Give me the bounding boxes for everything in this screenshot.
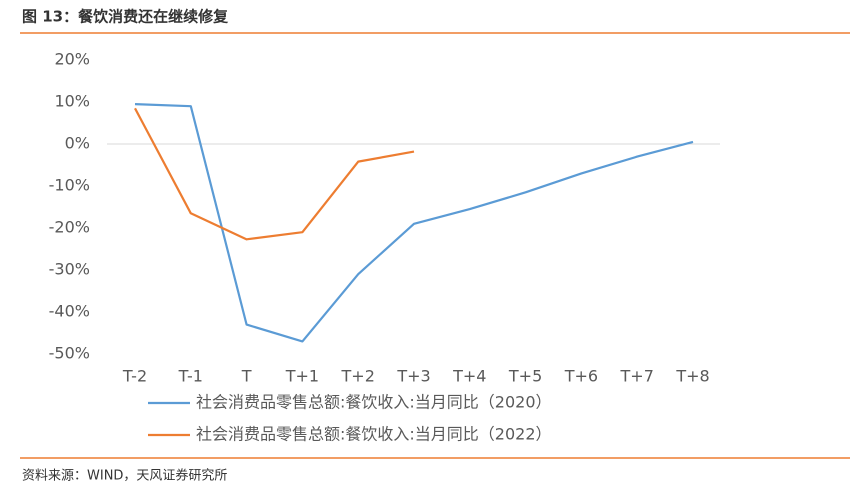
y-tick-label: 10%	[54, 92, 90, 111]
y-tick-label: -50%	[49, 344, 90, 363]
x-tick-label: T	[241, 367, 252, 386]
series-line	[134, 107, 415, 241]
x-tick-label: T+6	[564, 367, 598, 386]
chart-title: 图 13：餐饮消费还在继续修复	[22, 8, 229, 26]
y-tick-label: -40%	[49, 302, 90, 321]
y-tick-label: -20%	[49, 218, 90, 237]
source: 资料来源：WIND，天风证券研究所	[22, 468, 227, 484]
x-tick-label: T+3	[396, 367, 430, 386]
series-line	[134, 103, 694, 343]
y-tick-label: 0%	[65, 134, 90, 153]
x-tick-label: T+2	[341, 367, 375, 386]
x-tick-label: T-1	[178, 367, 203, 386]
y-tick-label: 20%	[54, 50, 90, 69]
x-tick-label: T+8	[675, 367, 709, 386]
x-tick-label: T+5	[508, 367, 542, 386]
x-tick-label: T+1	[285, 367, 319, 386]
y-tick-label: -30%	[49, 260, 90, 279]
x-tick-label: T-2	[122, 367, 147, 386]
legend-label: 社会消费品零售总额:餐饮收入:当月同比（2020）	[196, 393, 552, 412]
x-tick-label: T+4	[452, 367, 486, 386]
y-tick-label: -10%	[49, 176, 90, 195]
legend-label: 社会消费品零售总额:餐饮收入:当月同比（2022）	[196, 425, 552, 444]
x-tick-label: T+7	[620, 367, 654, 386]
